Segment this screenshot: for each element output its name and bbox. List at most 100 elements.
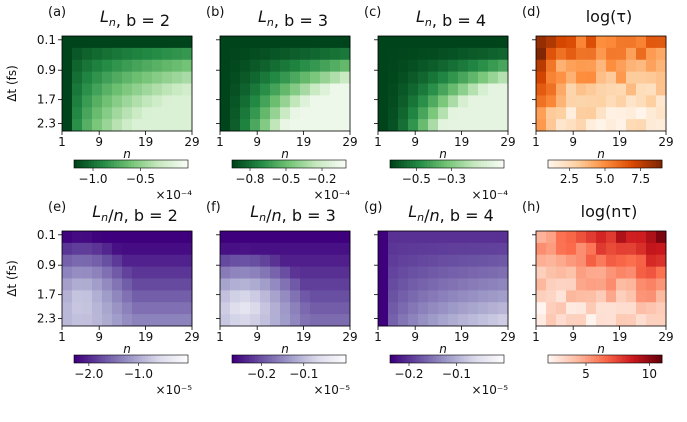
heatmap-cell: [448, 71, 459, 84]
colorbar-swatch: [653, 355, 657, 363]
heatmap-cell: [596, 242, 607, 256]
x-tick-label: 29: [184, 330, 199, 344]
heatmap-cell: [290, 119, 301, 132]
colorbar-swatch: [274, 160, 278, 168]
heatmap-cell: [488, 231, 499, 244]
heatmap-cell: [152, 107, 163, 120]
colorbar-swatch: [76, 160, 81, 168]
heatmap-cell: [388, 278, 399, 291]
heatmap-cell: [458, 242, 469, 256]
colorbar-swatch: [633, 160, 637, 168]
panel-label: (e): [48, 200, 66, 215]
x-tick-label: 9: [569, 330, 577, 344]
heatmap-cell: [536, 266, 547, 279]
heatmap-cell: [478, 278, 489, 291]
heatmap-cell: [320, 95, 331, 108]
colorbar-swatch: [257, 355, 261, 363]
heatmap-cell: [378, 266, 389, 279]
colorbar-tick-label: −0.1: [289, 367, 318, 381]
heatmap-cell: [340, 302, 351, 315]
heatmap-cell: [62, 302, 73, 315]
colorbar-swatch: [501, 160, 505, 168]
heatmap-cell: [468, 254, 479, 268]
heatmap-cell: [586, 302, 597, 315]
heatmap-cell: [250, 231, 261, 244]
heatmap-cell: [72, 47, 83, 61]
heatmap-cell: [498, 71, 509, 84]
heatmap-cell: [62, 107, 73, 120]
heatmap-cell: [606, 314, 617, 327]
plot-frame: [377, 35, 509, 132]
heatmap-cell: [408, 290, 419, 303]
panel-label: (c): [364, 5, 381, 20]
colorbar-swatch: [311, 160, 316, 168]
x-tick-label: 29: [500, 135, 515, 149]
colorbar-swatch: [582, 160, 586, 168]
colorbar-swatch: [435, 160, 439, 168]
colorbar-swatch: [559, 160, 563, 168]
heatmap-cell: [428, 231, 439, 244]
colorbar-swatch: [610, 355, 614, 363]
heatmap-cell: [488, 290, 499, 303]
heatmap-cell: [498, 242, 509, 256]
heatmap-cell: [438, 231, 449, 244]
heatmap-cell: [310, 71, 321, 84]
colorbar-swatch: [283, 355, 287, 363]
heatmap-cell: [388, 290, 399, 303]
colorbar-swatch: [306, 355, 310, 363]
heatmap-cell: [616, 254, 627, 268]
heatmap-cell: [646, 242, 657, 256]
heatmap-cell: [646, 314, 657, 327]
heatmap-cell: [616, 278, 627, 291]
heatmap-cell: [586, 83, 597, 96]
heatmap-cell: [62, 59, 73, 73]
heatmap-cell: [82, 59, 93, 73]
heatmap-cell: [270, 83, 281, 96]
heatmap-cell: [270, 95, 281, 108]
heatmap-cell: [320, 254, 331, 268]
colorbar-swatch: [469, 160, 474, 168]
heatmap-cell: [478, 71, 489, 84]
heatmap-cell: [152, 231, 163, 244]
colorbar-swatch: [590, 160, 594, 168]
heatmap-cell: [330, 302, 341, 315]
colorbar-swatch: [475, 355, 479, 363]
colorbar-swatch: [653, 160, 657, 168]
heatmap-cell: [82, 119, 93, 132]
colorbar-swatch: [602, 160, 606, 168]
heatmap-cell: [92, 231, 103, 244]
heatmap-cell: [566, 266, 577, 279]
x-tick-label: 9: [95, 330, 103, 344]
colorbar-swatch: [280, 355, 284, 363]
heatmap-cell: [330, 59, 341, 73]
colorbar-swatch: [562, 355, 566, 363]
heatmap-cell: [488, 302, 499, 315]
heatmap-cell: [556, 59, 567, 73]
colorbar-swatch: [326, 355, 330, 363]
heatmap-cell: [546, 231, 557, 244]
heatmap-cell: [556, 71, 567, 84]
heatmap-cell: [240, 83, 251, 96]
heatmap-cell: [152, 95, 163, 108]
colorbar-swatch: [452, 160, 456, 168]
heatmap-cell: [250, 95, 261, 108]
colorbar-swatch: [142, 355, 146, 363]
heatmap-cell: [270, 278, 281, 291]
heatmap-cell: [112, 254, 123, 268]
heatmap-cell: [112, 71, 123, 84]
heatmap-cell: [162, 242, 173, 256]
colorbar-exponent: ×10⁻⁵: [156, 383, 193, 397]
heatmap-cell: [62, 231, 73, 244]
heatmap-cell: [82, 290, 93, 303]
heatmap-cell: [112, 83, 123, 96]
heatmap-cell: [280, 254, 291, 268]
heatmap-cell: [280, 266, 291, 279]
heatmap-cell: [448, 47, 459, 61]
heatmap-cell: [300, 266, 311, 279]
x-axis-label: n: [123, 147, 131, 161]
heatmap-cell: [290, 36, 301, 49]
heatmap-cell: [112, 314, 123, 327]
heatmap-cell: [250, 36, 261, 49]
heatmap-cell: [152, 36, 163, 49]
colorbar-swatch: [484, 355, 488, 363]
